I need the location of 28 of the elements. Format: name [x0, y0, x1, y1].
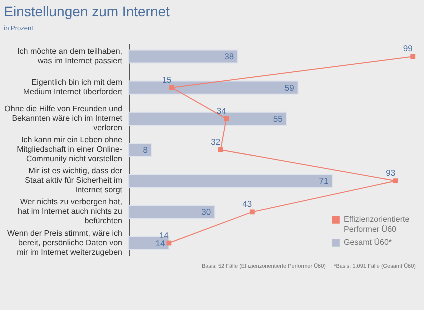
data-label: 14 [156, 238, 166, 248]
y-tick-label: Ohne die Hilfe von Freunden und Bekannten wäre ich im Internet verloren [4, 104, 124, 132]
data-label: 55 [273, 114, 284, 124]
data-label: 38 [224, 52, 234, 62]
y-tick-label: Mir ist es wichtig, dass der Staat aktiv für Sicherheit im Internet sorgt [25, 166, 124, 195]
data-label: 34 [216, 106, 227, 116]
y-tick-label: Wenn der Preis stimmt, wäre ich bereit, persönliche Daten von mir im Internet weiterzugeben [8, 228, 122, 257]
data-label: 59 [284, 82, 295, 93]
data-label: 71 [319, 176, 330, 186]
y-tick-label: Ich möchte an dem teilhaben, was im Internet passiert [18, 46, 124, 66]
y-tick-label: Ich kann mir ein Leben ohne Mitgliedschaft in einer Online-Community nicht vorstellen [17, 136, 124, 164]
legend-label: Effizienzorientierte Performer Ü60 [344, 215, 410, 234]
bar [128, 50, 239, 64]
data-label: 43 [242, 199, 252, 210]
data-label: 93 [386, 168, 396, 178]
bar [128, 174, 334, 188]
bar [128, 205, 216, 220]
data-label: 15 [162, 74, 172, 85]
y-tick-label: Eigentlich bin ich mit dem Medium Internet überfordert [23, 78, 124, 97]
bar [128, 142, 152, 158]
data-label: 32 [211, 137, 221, 147]
chart-title: Einstellungen zum Internet [4, 4, 170, 20]
data-label: 8 [143, 145, 148, 155]
data-label: 99 [403, 44, 414, 54]
data-label: 14 [159, 230, 170, 240]
legend-label: Gesamt Ü60* [344, 238, 392, 247]
y-tick-label: Wer nichts zu verbergen hat, hat im Internet auch nichts zu befürchten [18, 198, 122, 226]
data-label: 30 [202, 207, 212, 218]
